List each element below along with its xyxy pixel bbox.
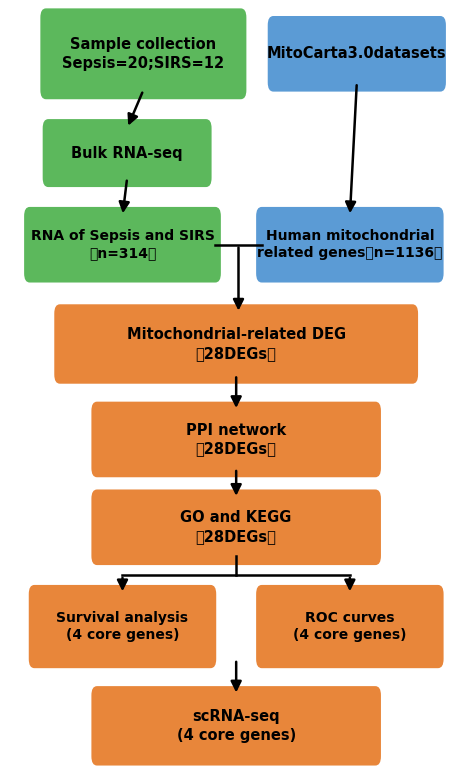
Text: GO and KEGG
（28DEGs）: GO and KEGG （28DEGs） [181,510,292,544]
FancyBboxPatch shape [256,207,444,283]
FancyBboxPatch shape [256,585,444,669]
FancyBboxPatch shape [24,207,221,283]
Text: PPI network
（28DEGs）: PPI network （28DEGs） [186,422,286,456]
FancyBboxPatch shape [43,119,211,187]
Text: RNA of Sepsis and SIRS
（n=314）: RNA of Sepsis and SIRS （n=314） [30,229,214,260]
Text: ROC curves
(4 core genes): ROC curves (4 core genes) [293,611,407,642]
Text: Survival analysis
(4 core genes): Survival analysis (4 core genes) [56,611,189,642]
FancyBboxPatch shape [91,489,381,565]
FancyBboxPatch shape [55,304,418,384]
FancyBboxPatch shape [29,585,216,669]
FancyBboxPatch shape [268,16,446,92]
FancyBboxPatch shape [40,8,246,100]
FancyBboxPatch shape [91,401,381,477]
FancyBboxPatch shape [91,686,381,766]
Text: Sample collection
Sepsis=20;SIRS=12: Sample collection Sepsis=20;SIRS=12 [62,37,224,70]
Text: Human mitochondrial
related genes（n=1136）: Human mitochondrial related genes（n=1136… [257,229,443,260]
Text: Mitochondrial-related DEG
（28DEGs）: Mitochondrial-related DEG （28DEGs） [127,327,346,361]
Text: scRNA-seq
(4 core genes): scRNA-seq (4 core genes) [176,709,296,743]
Text: Bulk RNA-seq: Bulk RNA-seq [71,146,183,161]
Text: MitoCarta3.0datasets: MitoCarta3.0datasets [267,46,447,61]
